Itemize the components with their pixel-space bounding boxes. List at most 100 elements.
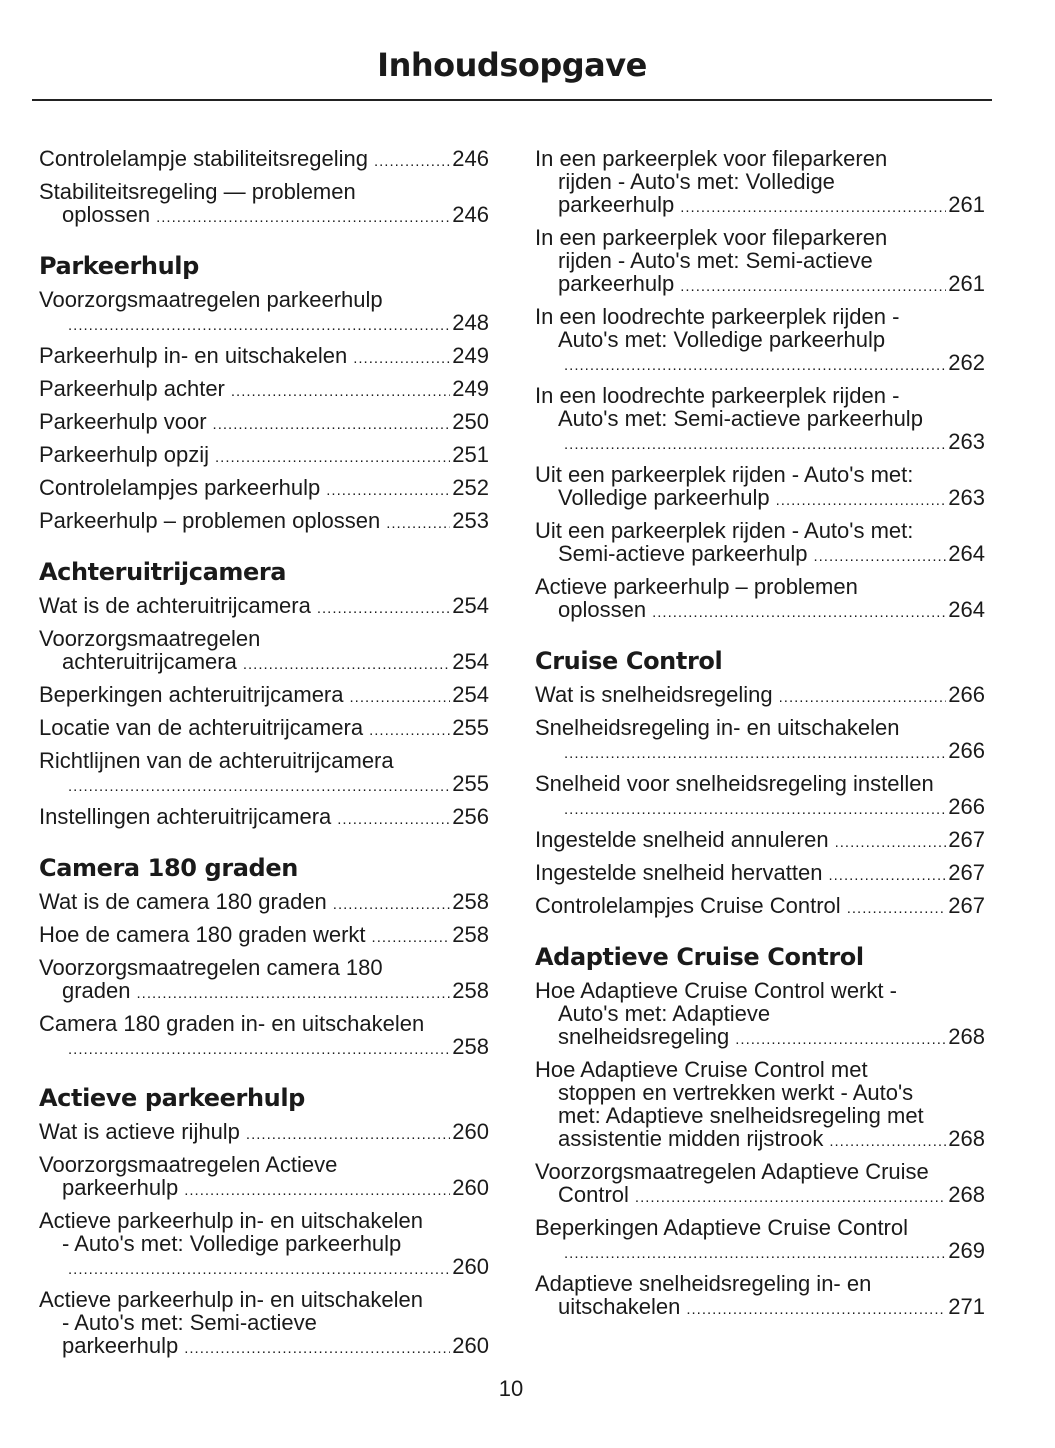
dot-leader	[353, 347, 450, 370]
toc-entry-text: Parkeerhulp voor	[39, 409, 207, 434]
toc-entry[interactable]: Parkeerhulp opzij 251	[39, 443, 489, 469]
toc-page-number: 260	[452, 1119, 489, 1144]
toc-entry[interactable]: Wat is de camera 180 graden 258	[39, 890, 489, 916]
toc-entry[interactable]: In een parkeerplek voor fileparkeren rijd…	[535, 147, 985, 219]
toc-entry[interactable]: Stabiliteitsregeling — problemen oplossen…	[39, 180, 489, 229]
dot-leader	[779, 686, 947, 709]
toc-entry[interactable]: Adaptieve snelheidsregeling in- en uitsch…	[535, 1272, 985, 1321]
toc-page-number: 266	[948, 682, 985, 707]
toc-entry[interactable]: Parkeerhulp – problemen oplossen 253	[39, 509, 489, 535]
toc-entry-text: parkeerhulp	[558, 192, 675, 217]
toc-entry[interactable]: Hoe Adaptieve Cruise Control met stoppen …	[535, 1058, 985, 1153]
toc-entry[interactable]: Beperkingen Adaptieve Cruise Control 269	[535, 1216, 985, 1265]
dot-leader	[243, 653, 450, 676]
toc-entry[interactable]: Controlelampje stabiliteitsregeling 246	[39, 147, 489, 173]
toc-page-number: 255	[452, 771, 489, 796]
toc-entry[interactable]: Ingestelde snelheid hervatten 267	[535, 861, 985, 887]
toc-entry-line: Auto's met: Semi-actieve parkeerhulp	[535, 407, 985, 430]
toc-entry-text: met: Adaptieve snelheidsregeling met	[558, 1103, 924, 1128]
toc-entry-line: rijden - Auto's met: Semi-actieve	[535, 249, 985, 272]
toc-entry[interactable]: Richtlijnen van de achteruitrijcamera 255	[39, 749, 489, 798]
toc-entry[interactable]: Wat is actieve rijhulp 260	[39, 1120, 489, 1146]
toc-entry-line: Controlelampjes Cruise Control 267	[535, 894, 985, 920]
dot-leader	[326, 479, 450, 502]
dot-leader	[835, 831, 947, 854]
toc-page-number: 260	[452, 1254, 489, 1279]
toc-entry[interactable]: Wat is de achteruitrijcamera 254	[39, 594, 489, 620]
toc-entry-line: In een loodrechte parkeerplek rijden -	[535, 384, 985, 407]
toc-page-number: 260	[452, 1175, 489, 1200]
toc-entry[interactable]: In een loodrechte parkeerplek rijden - Au…	[535, 384, 985, 456]
toc-entry[interactable]: Snelheidsregeling in- en uitschakelen 266	[535, 716, 985, 765]
dot-leader	[68, 775, 450, 798]
toc-entry-line: Control 268	[535, 1183, 985, 1209]
toc-entry-line: Voorzorgsmaatregelen camera 180	[39, 956, 489, 979]
toc-entry[interactable]: Wat is snelheidsregeling 266	[535, 683, 985, 709]
toc-entry-line: Wat is actieve rijhulp 260	[39, 1120, 489, 1146]
toc-entry[interactable]: In een loodrechte parkeerplek rijden - Au…	[535, 305, 985, 377]
dot-leader	[776, 489, 947, 512]
toc-entry-line: Wat is de achteruitrijcamera 254	[39, 594, 489, 620]
dot-leader	[317, 597, 450, 620]
toc-entry-line: Adaptieve snelheidsregeling in- en	[535, 1272, 985, 1295]
toc-entry[interactable]: Camera 180 graden in- en uitschakelen 258	[39, 1012, 489, 1061]
toc-entry[interactable]: Instellingen achteruitrijcamera 256	[39, 805, 489, 831]
toc-entry-text: Wat is snelheidsregeling	[535, 682, 773, 707]
toc-entry[interactable]: Snelheid voor snelheidsregeling instelle…	[535, 772, 985, 821]
dot-leader	[652, 601, 946, 624]
toc-entry-text: Actieve parkeerhulp in- en uitschakelen	[39, 1287, 424, 1312]
toc-entry-line: 263	[535, 430, 985, 456]
dot-leader	[333, 893, 450, 916]
toc-entry-text: rijden - Auto's met: Semi-actieve	[558, 248, 873, 273]
toc-entry-text: Instellingen achteruitrijcamera	[39, 804, 332, 829]
toc-page-number: 254	[452, 593, 489, 618]
toc-entry-text: Controlelampje stabiliteitsregeling	[39, 146, 368, 171]
toc-entry[interactable]: Hoe Adaptieve Cruise Control werkt - Auto…	[535, 979, 985, 1051]
toc-entry[interactable]: Parkeerhulp voor 250	[39, 410, 489, 436]
toc-entry[interactable]: Parkeerhulp achter 249	[39, 377, 489, 403]
toc-entry-text: parkeerhulp	[558, 271, 675, 296]
toc-entry[interactable]: Controlelampjes Cruise Control 267	[535, 894, 985, 920]
toc-entry[interactable]: Hoe de camera 180 graden werkt 258	[39, 923, 489, 949]
section-heading: Achteruitrijcamera	[39, 558, 287, 586]
toc-entry[interactable]: Parkeerhulp in- en uitschakelen 249	[39, 344, 489, 370]
toc-entry-text: Controlelampjes Cruise Control	[535, 893, 841, 918]
toc-entry[interactable]: Actieve parkeerhulp in- en uitschakelen -…	[39, 1209, 489, 1281]
toc-entry-text: Voorzorgsmaatregelen parkeerhulp	[39, 287, 383, 312]
toc-page-number: 262	[948, 350, 985, 375]
toc-entry-line: Voorzorgsmaatregelen Actieve	[39, 1153, 489, 1176]
toc-entry-text: Hoe Adaptieve Cruise Control met	[535, 1057, 868, 1082]
toc-entry[interactable]: Voorzorgsmaatregelen Adaptieve Cruise Con…	[535, 1160, 985, 1209]
toc-entry-line: parkeerhulp 261	[535, 272, 985, 298]
toc-entry-line: Voorzorgsmaatregelen parkeerhulp	[39, 288, 489, 311]
dot-leader	[564, 354, 946, 377]
toc-entry-text: Wat is actieve rijhulp	[39, 1119, 240, 1144]
toc-entry-text: Beperkingen Adaptieve Cruise Control	[535, 1215, 909, 1240]
toc-entry-line: Actieve parkeerhulp – problemen	[535, 575, 985, 598]
toc-entry[interactable]: Actieve parkeerhulp in- en uitschakelen -…	[39, 1288, 489, 1360]
toc-entry[interactable]: Beperkingen achteruitrijcamera 254	[39, 683, 489, 709]
toc-entry-text: Stabiliteitsregeling — problemen	[39, 179, 356, 204]
toc-entry[interactable]: Uit een parkeerplek rijden - Auto's met:…	[535, 463, 985, 512]
toc-entry[interactable]: Controlelampjes parkeerhulp 252	[39, 476, 489, 502]
toc-entry-text: Locatie van de achteruitrijcamera	[39, 715, 364, 740]
toc-entry-line: oplossen 246	[39, 203, 489, 229]
toc-entry[interactable]: Voorzorgsmaatregelen parkeerhulp 248	[39, 288, 489, 337]
toc-page-number: 249	[452, 376, 489, 401]
toc-entry[interactable]: Locatie van de achteruitrijcamera 255	[39, 716, 489, 742]
dot-leader	[369, 719, 450, 742]
dot-leader	[156, 206, 450, 229]
dot-leader	[829, 1130, 946, 1153]
toc-entry[interactable]: In een parkeerplek voor fileparkeren rijd…	[535, 226, 985, 298]
toc-entry-line: Controlelampje stabiliteitsregeling 246	[39, 147, 489, 173]
title-divider	[32, 99, 992, 101]
toc-entry-line: Voorzorgsmaatregelen Adaptieve Cruise	[535, 1160, 985, 1183]
toc-entry-text: Volledige parkeerhulp	[558, 485, 770, 510]
toc-entry[interactable]: Uit een parkeerplek rijden - Auto's met:…	[535, 519, 985, 568]
toc-entry-line: Volledige parkeerhulp 263	[535, 486, 985, 512]
toc-entry[interactable]: Ingestelde snelheid annuleren 267	[535, 828, 985, 854]
